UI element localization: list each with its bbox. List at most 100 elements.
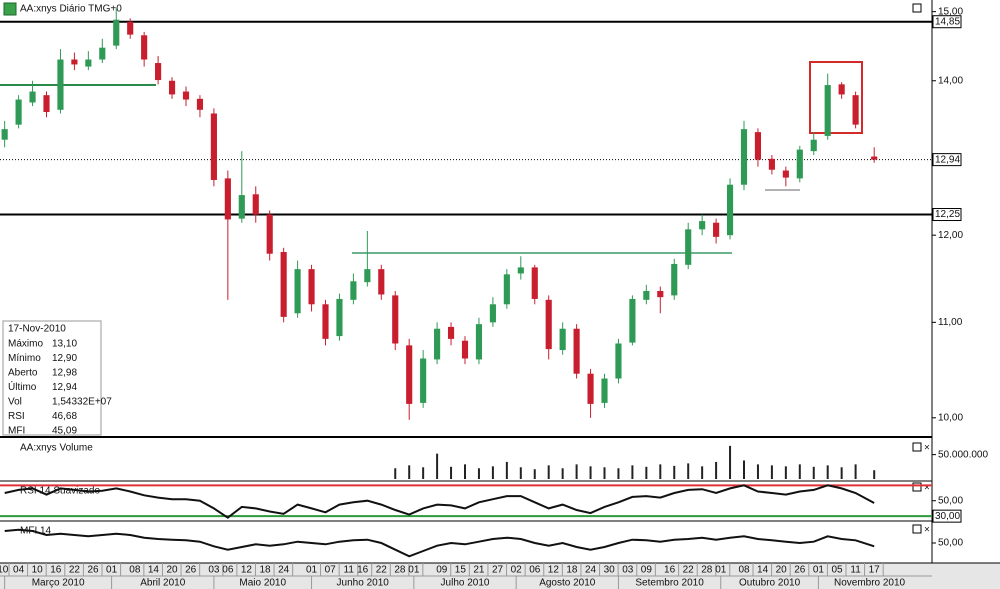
candle-body [224, 178, 231, 220]
close-button[interactable]: × [924, 483, 930, 494]
volume-bar [589, 466, 592, 479]
x-tick-label: 01 [306, 565, 318, 576]
x-tick-label: 24 [278, 565, 290, 576]
candle-body [113, 19, 120, 46]
volume-bar [770, 465, 773, 479]
x-tick-label: 15 [455, 565, 467, 576]
x-tick-label: 03 [622, 565, 634, 576]
info-label: MFI [8, 426, 25, 437]
info-value: 13,10 [52, 339, 77, 350]
candle-body [364, 269, 371, 283]
info-label: RSI [8, 411, 25, 422]
x-tick-label: 26 [87, 565, 99, 576]
panel-title: AA:xnys Volume [20, 443, 93, 454]
volume-bar [464, 464, 466, 479]
close-button[interactable]: × [924, 443, 930, 454]
x-tick-label: 21 [473, 565, 485, 576]
level-label: 12,25 [935, 209, 960, 220]
info-label: Vol [8, 397, 22, 408]
volume-bar [715, 461, 718, 479]
level-label-box [932, 208, 962, 222]
candle-body [838, 84, 845, 95]
candle-body [852, 95, 859, 125]
month-label: Maio 2010 [239, 578, 286, 589]
volume-bar [603, 467, 606, 479]
volume-bar [645, 466, 648, 479]
info-value: 12,90 [52, 353, 77, 364]
info-value: 12,98 [52, 368, 77, 379]
volume-bar [408, 465, 411, 479]
x-tick-label: 09 [641, 565, 653, 576]
candle-body [210, 113, 217, 180]
y-tick-label: 12,00 [938, 230, 963, 241]
candle-body [238, 195, 245, 219]
candle-body [768, 158, 775, 170]
candle-body [615, 343, 622, 379]
candle-body [336, 298, 343, 337]
month-label: Agosto 2010 [539, 578, 596, 589]
info-label: Mínimo [8, 353, 41, 364]
month-label: Abril 2010 [140, 578, 185, 589]
x-tick-label: 16 [50, 565, 62, 576]
candle-body [350, 281, 357, 300]
level-label-box [932, 15, 962, 29]
chart-title: AA:xnys Diário TMG+0 [20, 4, 122, 15]
candle-body [308, 269, 315, 305]
y-tick-label: 14,00 [938, 75, 963, 86]
volume-bar [519, 467, 522, 479]
maximize-button[interactable] [912, 3, 922, 13]
info-label: Aberto [8, 368, 38, 379]
info-box [2, 320, 102, 436]
info-value: 45,09 [52, 426, 77, 437]
candle-body [392, 295, 399, 344]
x-tick-label: 28 [701, 565, 713, 576]
candle-body [252, 194, 259, 215]
candle-body [196, 98, 204, 110]
volume-bar [701, 466, 704, 479]
volume-bar [812, 466, 815, 479]
x-tick-label: 17 [869, 565, 881, 576]
x-tick-label: 14 [757, 565, 769, 576]
y-tick-label: 15,00 [938, 6, 963, 17]
x-tick-label: 03 [208, 565, 220, 576]
volume-bar [659, 464, 662, 479]
x-tick-label: 07 [325, 565, 337, 576]
candle-body [168, 80, 176, 95]
month-label: Outubro 2010 [739, 578, 801, 589]
maximize-button[interactable] [912, 524, 922, 534]
candle-body [740, 129, 748, 185]
info-value: 46,68 [52, 411, 77, 422]
indicator-line [4, 528, 875, 558]
candle-body [685, 229, 692, 265]
x-tick-label: 20 [166, 565, 178, 576]
candle-body [587, 373, 594, 404]
candle-body [71, 59, 78, 65]
symbol-icon [3, 2, 17, 16]
volume-bar [450, 466, 453, 479]
candle-body [155, 63, 162, 81]
candle-body [629, 298, 636, 343]
candle-body [294, 269, 301, 314]
candle-body [475, 324, 483, 360]
candle-body [796, 149, 803, 179]
maximize-button[interactable] [912, 442, 922, 452]
candle-body [489, 304, 496, 323]
close-button[interactable]: × [924, 525, 930, 536]
candle-body [1, 129, 8, 140]
volume-bar [854, 464, 857, 479]
volume-bar [840, 467, 843, 479]
candle-body [15, 99, 22, 125]
info-value: 12,94 [52, 382, 77, 393]
y-tick-label: 11,00 [938, 317, 963, 328]
maximize-button[interactable] [912, 482, 922, 492]
y-tick-label: 30,00 [935, 511, 960, 522]
month-label: Setembro 2010 [635, 578, 704, 589]
month-label: Julho 2010 [441, 578, 490, 589]
candle-body [85, 59, 92, 67]
candle-body [824, 85, 831, 136]
volume-bar [729, 445, 732, 479]
candle-body [57, 59, 64, 110]
x-tick-label: 24 [585, 565, 597, 576]
candle-body [266, 214, 273, 254]
